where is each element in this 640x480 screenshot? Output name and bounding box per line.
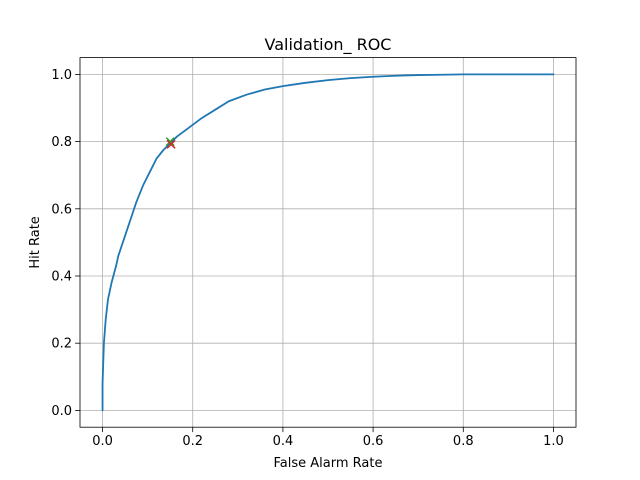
x-tick-label: 0.2: [182, 434, 203, 449]
x-tick-label: 0.8: [453, 434, 474, 449]
y-axis-label: Hit Rate: [28, 216, 43, 268]
y-tick-label: 0.4: [51, 270, 72, 285]
y-tick-label: 0.0: [51, 404, 72, 419]
y-tick-label: 0.6: [51, 202, 72, 217]
grid-lines: [80, 57, 576, 428]
roc-curve-line: [101, 73, 555, 412]
x-tick-label: 0.0: [92, 434, 113, 449]
plot-frame: [79, 57, 577, 428]
marker-layer: [165, 137, 176, 149]
marker-stroke: [166, 139, 176, 149]
y-tick-label: 0.2: [51, 337, 72, 352]
threshold-marker: [165, 137, 175, 147]
marker-stroke: [165, 137, 175, 147]
axis-ticks: 0.0 0.2 0.4 0.6 0.8 1.0 0.0 0.2 0.4 0.6 0.8 1.0: [51, 68, 563, 449]
threshold-marker: [166, 139, 176, 149]
x-axis-label: False Alarm Rate: [274, 456, 383, 471]
y-tick-label: 1.0: [51, 68, 72, 83]
chart-title: Validation_ ROC: [265, 35, 392, 55]
x-tick-label: 0.4: [273, 434, 294, 449]
x-tick-label: 0.6: [363, 434, 384, 449]
x-tick-label: 1.0: [543, 434, 564, 449]
series-layer: [101, 73, 555, 412]
y-tick-label: 0.8: [51, 135, 72, 150]
